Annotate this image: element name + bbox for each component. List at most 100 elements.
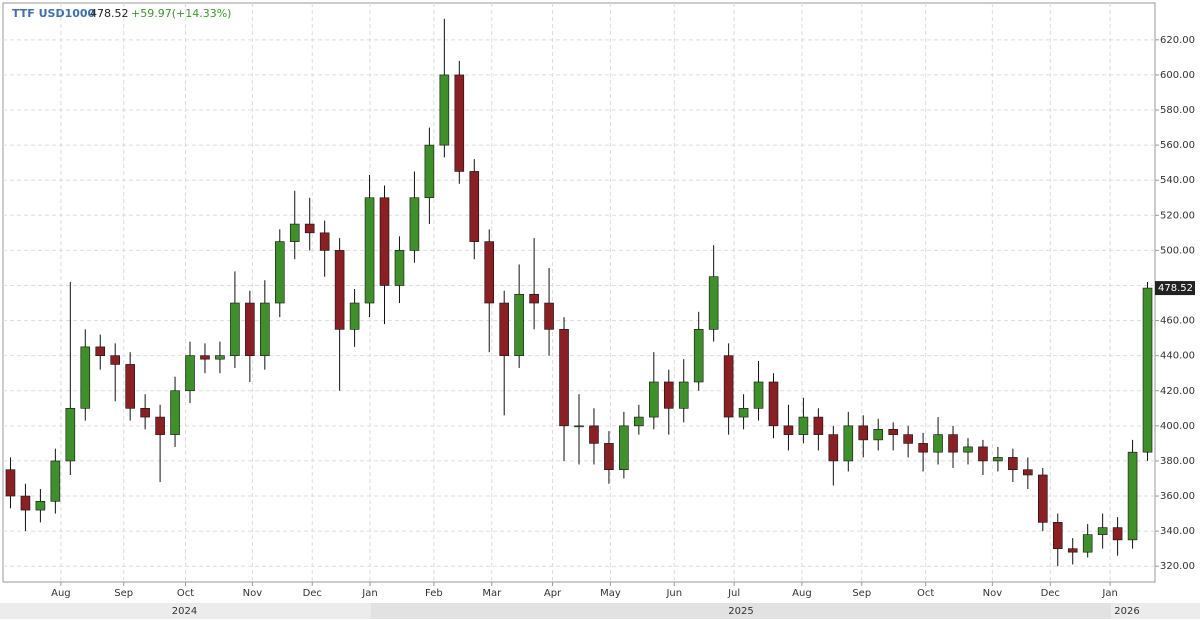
candle-body: [274, 241, 285, 304]
y-tick-label: 500.00: [1160, 245, 1195, 256]
candle-body: [1023, 469, 1033, 476]
candle-body: [963, 446, 973, 453]
candle-body: [783, 425, 794, 435]
year-strip-band: [371, 603, 1111, 619]
candle-body: [289, 223, 300, 242]
candle-body: [574, 425, 584, 428]
candle-body: [903, 434, 913, 444]
year-label: 2025: [728, 606, 753, 617]
candle-body: [663, 381, 674, 409]
candle-body: [35, 500, 46, 511]
y-tick-label: 340.00: [1160, 526, 1195, 537]
candle-body: [1142, 287, 1153, 453]
candle-body: [454, 74, 465, 172]
x-tick-label: Nov: [243, 588, 263, 599]
x-tick-label: May: [600, 588, 621, 599]
last-price-label: 478.52: [1158, 283, 1193, 294]
candle-body: [873, 429, 884, 441]
candle-body: [439, 74, 450, 146]
candle-body: [155, 416, 165, 435]
candle-body: [230, 302, 240, 356]
candle-body: [918, 443, 928, 453]
candle-body: [798, 416, 809, 435]
candle-body: [424, 144, 435, 199]
candle-body: [469, 171, 480, 242]
candle-body: [559, 329, 569, 427]
candle-body: [499, 302, 509, 356]
year-label: 2026: [1114, 606, 1139, 617]
y-tick-label: 360.00: [1160, 491, 1195, 502]
candle-body: [1127, 451, 1138, 541]
x-tick-label: Dec: [303, 588, 322, 599]
x-tick-label: Feb: [425, 588, 443, 599]
x-tick-label: Jan: [1101, 588, 1117, 599]
y-tick-label: 560.00: [1160, 140, 1195, 151]
candle-body: [484, 241, 495, 304]
x-tick-label: Jun: [665, 588, 682, 599]
candle-body: [170, 390, 180, 435]
candle-body: [1082, 534, 1093, 553]
change: +59.97(+14.33%): [131, 7, 231, 20]
candle-body: [1112, 527, 1123, 541]
candle-body: [304, 223, 315, 234]
last-price: 478.52: [90, 7, 129, 20]
candle-body: [604, 443, 614, 471]
y-tick-label: 580.00: [1160, 105, 1195, 116]
candle-body: [678, 381, 689, 409]
candle-body: [1097, 527, 1108, 535]
candle-body: [409, 197, 420, 251]
candle-body: [50, 460, 61, 502]
candle-body: [394, 250, 405, 286]
candle-body: [768, 381, 779, 427]
candle-body: [80, 346, 91, 409]
candle-body: [1008, 457, 1018, 471]
y-tick-label: 440.00: [1160, 351, 1195, 362]
candle-body: [544, 302, 554, 330]
y-tick-label: 380.00: [1160, 456, 1195, 467]
candle-body: [723, 355, 734, 418]
candle-body: [1067, 548, 1078, 553]
candle-body: [245, 302, 255, 356]
x-tick-label: Apr: [544, 588, 562, 599]
candle-body: [634, 416, 644, 427]
candle-body: [110, 355, 120, 365]
candle-body: [65, 407, 76, 462]
plot-border: [2, 2, 1156, 583]
x-tick-label: Sep: [114, 588, 133, 599]
candle-body: [260, 302, 270, 356]
y-tick-label: 520.00: [1160, 210, 1195, 221]
candle-body: [813, 416, 824, 435]
candle-body: [619, 425, 629, 471]
candle-body: [888, 429, 898, 435]
y-tick-label: 460.00: [1160, 316, 1195, 327]
x-tick-label: Oct: [177, 588, 194, 599]
candle-body: [379, 197, 390, 286]
symbol: TTF USD1000: [12, 7, 96, 20]
candle-body: [693, 329, 704, 383]
candle-body: [978, 446, 988, 462]
x-tick-label: Nov: [983, 588, 1003, 599]
x-tick-label: Jan: [361, 588, 377, 599]
candle-body: [215, 355, 225, 360]
x-tick-label: Aug: [51, 588, 71, 599]
candle-body: [708, 276, 719, 330]
candle-body: [514, 293, 524, 356]
candle-body: [349, 302, 360, 330]
candle-body: [140, 407, 150, 418]
candle-body: [185, 355, 195, 392]
y-tick-label: 540.00: [1160, 175, 1195, 186]
candle-body: [125, 364, 135, 409]
candle-body: [828, 434, 839, 462]
candle-body: [1052, 522, 1063, 549]
candle-body: [843, 425, 854, 462]
y-tick-label: 620.00: [1160, 35, 1195, 46]
candle-body: [993, 457, 1003, 462]
candle-body: [200, 355, 210, 360]
candle-body: [1038, 474, 1048, 523]
candle-body: [738, 407, 749, 418]
y-tick-label: 600.00: [1160, 70, 1195, 81]
candle-body: [649, 381, 659, 418]
candle-body: [334, 250, 345, 330]
candle-body: [589, 425, 599, 444]
